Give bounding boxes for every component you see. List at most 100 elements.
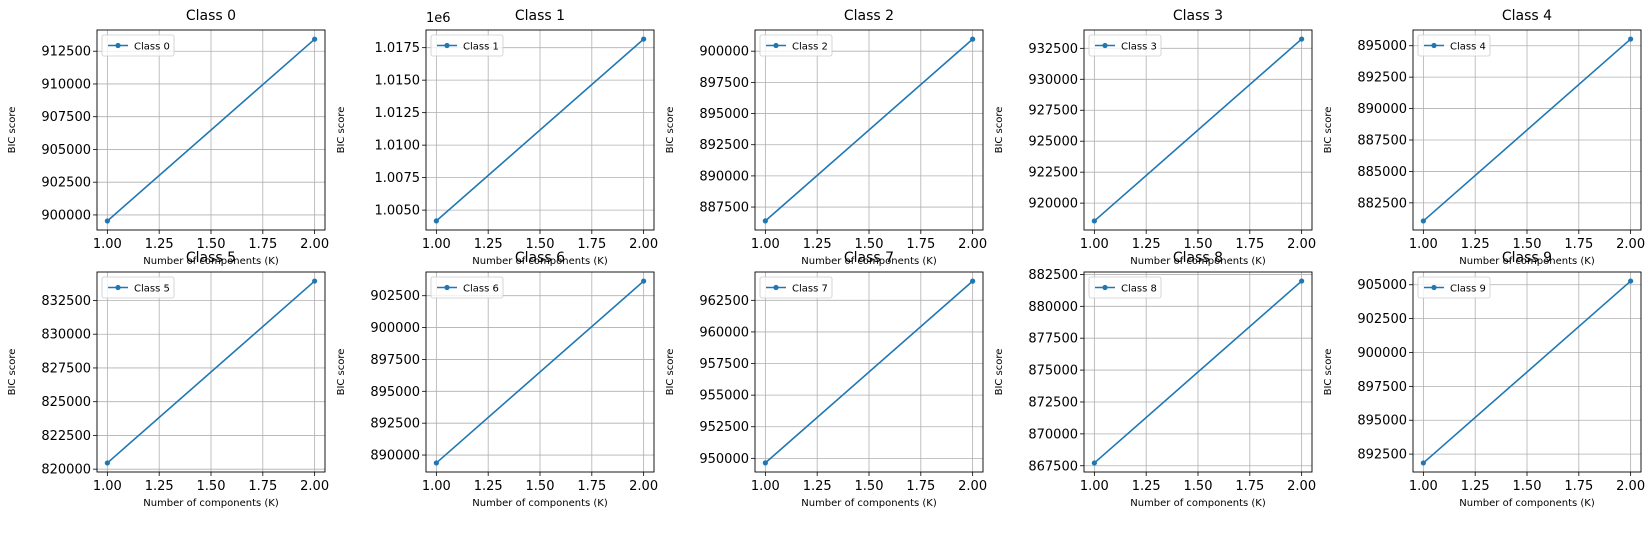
x-tick-label: 1.50 [197, 237, 226, 252]
data-point [1091, 218, 1097, 224]
series-line [1422, 38, 1632, 222]
legend-label: Class 3 [1121, 42, 1157, 53]
x-axis-label: Number of components (K) [1130, 256, 1266, 267]
y-tick-label: 830000 [41, 328, 91, 343]
x-tick-label: 1.25 [1461, 237, 1490, 252]
y-tick-label: 870000 [1028, 427, 1078, 442]
y-tick-label: 875000 [1028, 364, 1078, 379]
y-tick-label: 962500 [699, 294, 749, 309]
legend-marker [444, 284, 450, 291]
legend-label: Class 4 [1450, 42, 1486, 53]
x-axis-label: Number of components (K) [1459, 256, 1595, 267]
legend-label: Class 5 [134, 284, 170, 295]
y-tick-label: 902500 [41, 176, 91, 191]
y-tick-label: 827500 [41, 361, 91, 376]
y-tick-label: 895000 [1357, 39, 1407, 54]
legend-frame [1088, 34, 1162, 57]
x-tick-label: 1.25 [1132, 479, 1161, 494]
y-tick-label: 895000 [699, 107, 749, 122]
data-point [1420, 460, 1426, 466]
x-axis-label: Number of components (K) [472, 498, 608, 509]
x-axis-label: Number of components (K) [1130, 498, 1266, 509]
y-tick-label: 900000 [41, 208, 91, 223]
subplot: 1.00 1.25 1.50 1.75 2.00 1.0050 1.0075 1.0100 1.… [336, 8, 658, 267]
x-tick-label: 1.75 [1235, 479, 1264, 494]
x-tick-label: 1.50 [526, 479, 555, 494]
subplot-title: Class 4 [1502, 8, 1552, 24]
x-axis-label: Number of components (K) [143, 498, 279, 509]
y-tick-label: 925000 [1028, 135, 1078, 150]
subplot: 1.00 1.25 1.50 1.75 2.00 920000 922500 925000 92… [994, 8, 1316, 267]
data-point [1091, 460, 1097, 466]
series-line [1422, 280, 1632, 464]
x-tick-label: 1.00 [93, 479, 122, 494]
y-axis-label: BIC score [994, 107, 1005, 154]
legend-label: Class 9 [1450, 284, 1486, 295]
y-tick-label: 932500 [1028, 42, 1078, 57]
x-tick-label: 1.00 [1409, 479, 1438, 494]
data-point [1628, 278, 1634, 284]
legend-marker [115, 284, 121, 291]
legend-frame [101, 34, 175, 57]
plot-frame [1412, 271, 1642, 473]
y-axis-label: BIC score [665, 107, 676, 154]
subplot: 1.00 1.25 1.50 1.75 2.00 867500 870000 872500 87… [994, 250, 1316, 509]
y-tick-label: 1.0125 [375, 106, 421, 121]
y-tick-label: 902500 [370, 289, 420, 304]
subplot: 1.00 1.25 1.50 1.75 2.00 892500 895000 897500 90… [1323, 250, 1645, 509]
x-tick-label: 1.50 [855, 237, 884, 252]
y-tick-label: 927500 [1028, 104, 1078, 119]
y-tick-label: 905000 [41, 143, 91, 158]
subplot-title: Class 6 [515, 250, 565, 266]
x-tick-label: 1.25 [145, 237, 174, 252]
x-tick-label: 1.75 [1564, 237, 1593, 252]
y-tick-label: 832500 [41, 294, 91, 309]
data-point [1299, 278, 1305, 284]
x-tick-label: 1.75 [1235, 237, 1264, 252]
legend-marker [115, 42, 121, 49]
axis-offset-label: 1e6 [426, 11, 451, 26]
x-tick-label: 1.25 [145, 479, 174, 494]
legend: Class 0 [101, 34, 175, 57]
legend-frame [1088, 276, 1162, 299]
y-tick-label: 890000 [370, 449, 420, 464]
y-tick-label: 960000 [699, 325, 749, 340]
y-axis-label: BIC score [336, 107, 347, 154]
series-line [1093, 280, 1303, 464]
y-tick-label: 877500 [1028, 332, 1078, 347]
data-point [1299, 36, 1305, 42]
plot-frame [96, 271, 326, 473]
y-tick-label: 867500 [1028, 459, 1078, 474]
x-tick-label: 1.25 [803, 237, 832, 252]
subplot-title: Class 7 [844, 250, 894, 266]
x-tick-label: 1.75 [1564, 479, 1593, 494]
series-line [106, 38, 316, 222]
series-line [764, 38, 974, 222]
y-tick-label: 822500 [41, 429, 91, 444]
y-tick-label: 900000 [370, 321, 420, 336]
data-point [104, 460, 110, 466]
x-tick-label: 2.00 [300, 479, 329, 494]
y-axis-label: BIC score [7, 107, 18, 154]
y-tick-label: 892500 [699, 138, 749, 153]
series-line [1093, 38, 1303, 222]
y-tick-label: 882500 [1028, 268, 1078, 283]
legend: Class 1 [430, 34, 504, 57]
x-tick-label: 2.00 [300, 237, 329, 252]
legend-marker [773, 42, 779, 49]
subplot-title: Class 3 [1173, 8, 1223, 24]
legend-label: Class 6 [463, 284, 499, 295]
y-tick-label: 890000 [1357, 102, 1407, 117]
data-point [641, 36, 647, 42]
x-tick-label: 1.50 [1184, 237, 1213, 252]
y-axis-label: BIC score [7, 349, 18, 396]
x-tick-label: 1.75 [248, 237, 277, 252]
legend-marker [1431, 42, 1437, 49]
y-tick-label: 880000 [1028, 300, 1078, 315]
subplot-title: Class 9 [1502, 250, 1552, 266]
legend: Class 4 [1417, 34, 1491, 57]
y-axis-label: BIC score [994, 349, 1005, 396]
x-tick-label: 1.50 [855, 479, 884, 494]
x-tick-label: 1.00 [1080, 237, 1109, 252]
x-tick-label: 1.25 [474, 237, 503, 252]
